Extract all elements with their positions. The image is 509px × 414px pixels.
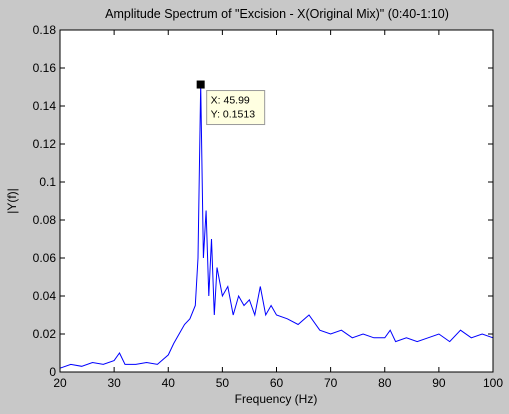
y-tick-label: 0.06: [33, 251, 57, 265]
data-tip-y-value: Y: 0.1513: [211, 109, 256, 121]
data-tip[interactable]: X: 45.99 Y: 0.1513: [196, 80, 266, 126]
y-axis-ticks: 0 0.02 0.04 0.06 0.08 0.1 0.12 0.14 0.16 0.18: [33, 23, 493, 379]
y-tick-label: 0.16: [33, 61, 57, 75]
x-tick-label: 40: [162, 376, 176, 390]
y-tick-label: 0.02: [33, 327, 57, 341]
data-tip-marker[interactable]: [196, 80, 205, 89]
x-axis-ticks: 20 30 40 50 60 70 80 90 100: [53, 30, 503, 390]
spectrum-line: [59, 84, 494, 369]
spectrum-series: [59, 84, 494, 369]
x-axis-label: Frequency (Hz): [235, 392, 318, 406]
x-tick-label: 60: [270, 376, 284, 390]
y-tick-label: 0: [49, 365, 56, 379]
x-tick-label: 20: [53, 376, 67, 390]
y-axis-label: |Y(f)|: [5, 188, 19, 214]
y-tick-label: 0.12: [33, 137, 57, 151]
y-tick-label: 0.14: [33, 99, 57, 113]
x-tick-label: 100: [483, 376, 503, 390]
chart-title: Amplitude Spectrum of "Excision - X(Orig…: [105, 7, 449, 21]
y-tick-label: 0.1: [39, 175, 56, 189]
plot-area[interactable]: [60, 30, 493, 372]
x-tick-label: 30: [107, 376, 121, 390]
x-tick-label: 80: [378, 376, 392, 390]
y-tick-label: 0.18: [33, 23, 57, 37]
data-tip-box: [206, 90, 266, 126]
x-tick-label: 50: [216, 376, 230, 390]
y-tick-label: 0.04: [33, 289, 57, 303]
x-tick-label: 90: [432, 376, 446, 390]
y-tick-label: 0.08: [33, 213, 57, 227]
x-tick-label: 70: [324, 376, 338, 390]
data-tip-x-value: X: 45.99: [211, 95, 250, 107]
